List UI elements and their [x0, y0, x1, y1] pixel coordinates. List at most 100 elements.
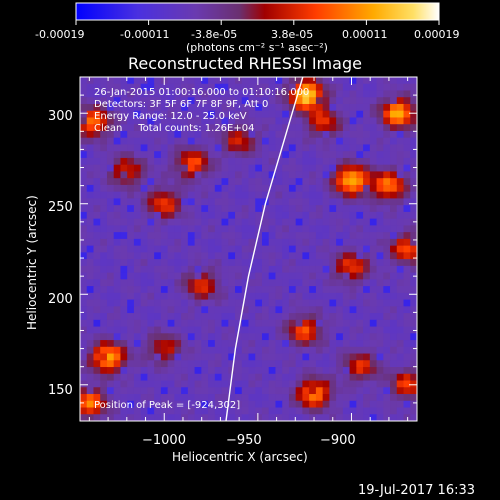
- heatmap-cell: [221, 279, 229, 287]
- heatmap-cell: [248, 353, 256, 361]
- heatmap-cell: [309, 360, 317, 368]
- heatmap-cell: [369, 286, 378, 294]
- heatmap-cell: [376, 333, 384, 341]
- heatmap-cell: [154, 272, 162, 280]
- heatmap-cell: [120, 211, 128, 220]
- heatmap-cell: [208, 171, 216, 179]
- heatmap-cell: [194, 319, 202, 328]
- heatmap-cell: [302, 218, 310, 226]
- heatmap-cell: [248, 77, 256, 85]
- heatmap-cell: [302, 117, 310, 125]
- heatmap-cell: [208, 286, 216, 294]
- heatmap-cell: [302, 414, 310, 421]
- heatmap-cell: [288, 407, 297, 415]
- heatmap-cell: [181, 225, 189, 233]
- heatmap-cell: [140, 286, 148, 294]
- heatmap-cell: [80, 178, 88, 186]
- heatmap-cell: [363, 367, 371, 375]
- heatmap-cell: [390, 198, 398, 206]
- heatmap-cell: [322, 184, 330, 193]
- heatmap-cell: [383, 387, 391, 395]
- heatmap-cell: [221, 90, 229, 98]
- heatmap-cell: [363, 164, 371, 173]
- heatmap-cell: [160, 211, 169, 220]
- heatmap-cell: [288, 144, 297, 152]
- heatmap-cell: [396, 380, 405, 388]
- heatmap-cell: [383, 279, 391, 287]
- heatmap-cell: [201, 400, 209, 409]
- heatmap-cell: [248, 110, 256, 119]
- heatmap-cell: [160, 387, 169, 395]
- heatmap-cell: [214, 171, 223, 179]
- heatmap-cell: [302, 407, 310, 415]
- heatmap-cell: [100, 326, 108, 334]
- heatmap-cell: [167, 144, 175, 152]
- heatmap-cell: [295, 373, 304, 382]
- heatmap-cell: [174, 340, 182, 348]
- heatmap-cell: [194, 238, 202, 247]
- heatmap-cell: [187, 272, 196, 280]
- heatmap-cell: [403, 245, 411, 253]
- heatmap-cell: [181, 211, 189, 220]
- heatmap-cell: [255, 353, 263, 361]
- heatmap-cell: [275, 333, 283, 341]
- heatmap-cell: [342, 326, 351, 334]
- heatmap-cell: [241, 400, 250, 409]
- heatmap-cell: [127, 272, 135, 280]
- heatmap-cell: [187, 279, 196, 287]
- heatmap-cell: [329, 313, 337, 321]
- heatmap-cell: [160, 400, 169, 409]
- heatmap-cell: [322, 279, 330, 287]
- heatmap-cell: [349, 319, 357, 328]
- heatmap-cell: [403, 353, 411, 361]
- heatmap-cell: [127, 286, 135, 294]
- heatmap-cell: [127, 292, 135, 301]
- heatmap-cell: [201, 313, 209, 321]
- heatmap-cell: [228, 353, 236, 361]
- heatmap-cell: [255, 157, 263, 166]
- heatmap-cell: [194, 340, 202, 348]
- heatmap-cell: [187, 157, 196, 166]
- heatmap-cell: [309, 137, 317, 146]
- heatmap-cell: [295, 340, 304, 348]
- heatmap-cell: [410, 77, 417, 85]
- heatmap-cell: [113, 265, 122, 274]
- heatmap-cell: [127, 77, 135, 85]
- heatmap-cell: [356, 117, 364, 125]
- heatmap-cell: [349, 272, 357, 280]
- heatmap-cell: [160, 292, 169, 301]
- heatmap-cell: [154, 238, 162, 247]
- heatmap-cell: [86, 238, 95, 247]
- heatmap-cell: [268, 333, 277, 341]
- heatmap-cell: [315, 299, 324, 307]
- heatmap-cell: [268, 353, 277, 361]
- heatmap-cell: [390, 360, 398, 368]
- heatmap-cell: [154, 191, 162, 200]
- heatmap-cell: [376, 400, 384, 409]
- heatmap-cell: [261, 407, 270, 415]
- heatmap-cell: [167, 252, 175, 260]
- heatmap-cell: [106, 198, 115, 206]
- heatmap-cell: [106, 373, 115, 382]
- heatmap-cell: [322, 232, 330, 240]
- heatmap-cell: [376, 83, 384, 92]
- heatmap-cell: [147, 164, 155, 173]
- heatmap-cell: [261, 110, 270, 119]
- heatmap-cell: [329, 144, 337, 152]
- heatmap-cell: [336, 299, 344, 307]
- heatmap-cell: [255, 151, 263, 159]
- heatmap-cell: [261, 292, 270, 301]
- heatmap-cell: [376, 387, 384, 395]
- heatmap-cell: [167, 272, 175, 280]
- heatmap-cell: [100, 340, 108, 348]
- heatmap-cell: [133, 400, 142, 409]
- heatmap-cell: [336, 313, 344, 321]
- heatmap-cell: [140, 198, 148, 206]
- heatmap-cell: [160, 238, 169, 247]
- heatmap-cell: [80, 144, 88, 152]
- heatmap-cell: [181, 299, 189, 307]
- heatmap-cell: [322, 286, 330, 294]
- heatmap-cell: [363, 394, 371, 402]
- heatmap-cell: [181, 245, 189, 253]
- heatmap-cell: [80, 184, 88, 193]
